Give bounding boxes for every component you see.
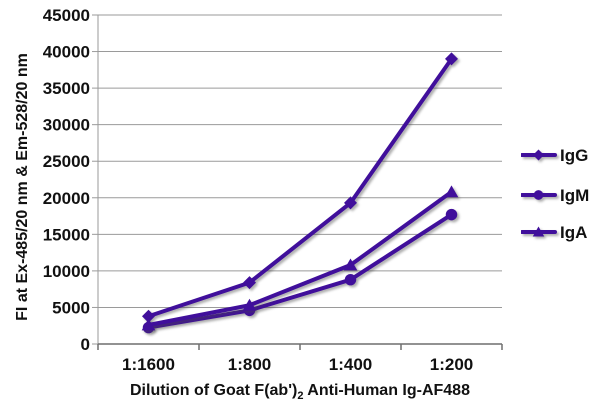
y-tick-label: 15000: [43, 225, 90, 244]
diamond-marker: [142, 309, 155, 323]
y-tick-label: 45000: [43, 6, 90, 25]
diamond-marker: [445, 52, 458, 66]
series-line: [146, 212, 454, 330]
legend-entry-igg: IgG: [521, 145, 588, 165]
y-tick-label: 10000: [43, 262, 90, 281]
x-tick-label: 1:200: [430, 355, 473, 374]
x-axis-title: Dilution of Goat F(ab')2 Anti-Human Ig-A…: [130, 382, 470, 403]
y-tick-label: 25000: [43, 152, 90, 171]
diamond-marker: [533, 149, 544, 161]
series-igg: [142, 52, 458, 323]
igm-circle-marker-icon: [521, 190, 557, 200]
legend: IgG IgM IgA: [521, 0, 600, 417]
iga-triangle-marker-icon: [521, 226, 557, 237]
y-tick-label: 20000: [43, 189, 90, 208]
series-line: [146, 56, 454, 319]
x-tick-label: 1:400: [329, 355, 372, 374]
triangle-marker: [444, 185, 459, 198]
legend-label-igm: IgM: [560, 185, 590, 205]
circle-marker: [445, 208, 458, 221]
triangle-marker: [141, 318, 156, 331]
legend-entry-iga: IgA: [521, 222, 587, 242]
y-tick-label: 30000: [43, 116, 90, 135]
y-tick-label: 5000: [52, 298, 90, 317]
circle-marker: [344, 273, 357, 286]
triangle-marker: [532, 226, 545, 237]
diamond-marker: [344, 196, 357, 210]
diamond-marker: [243, 276, 256, 290]
legend-label-iga: IgA: [560, 222, 588, 242]
series-line: [146, 189, 454, 327]
triangle-marker: [343, 258, 358, 271]
igg-diamond-marker-icon: [521, 149, 557, 161]
y-tick-label: 35000: [43, 79, 90, 98]
y-tick-label: 0: [81, 335, 90, 354]
legend-entry-igm: IgM: [521, 185, 589, 205]
x-tick-label: 1:1600: [122, 355, 175, 374]
legend-label-igg: IgG: [560, 145, 589, 165]
series-iga: [141, 185, 459, 331]
triangle-marker: [242, 298, 257, 311]
x-tick-label: 1:800: [228, 355, 271, 374]
circle-marker: [533, 190, 544, 200]
y-tick-label: 40000: [43, 43, 90, 62]
